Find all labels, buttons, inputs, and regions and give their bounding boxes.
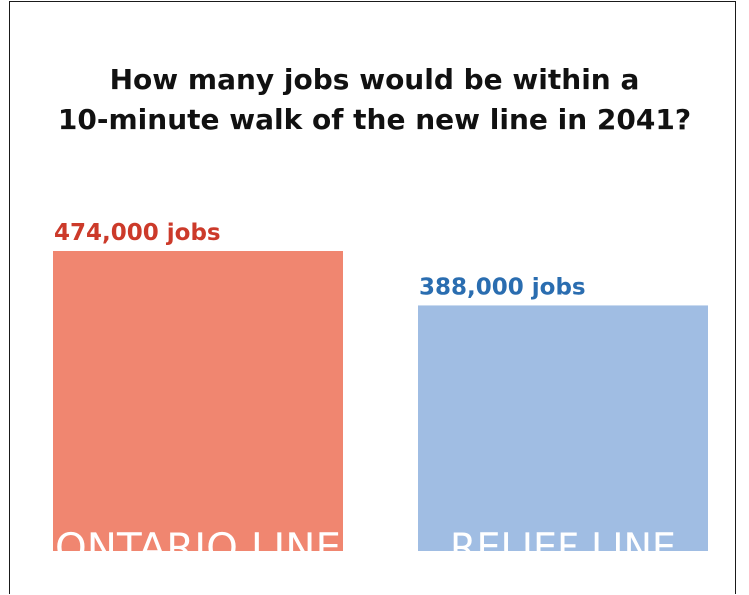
category-label-relief-line: RELIEF LINE xyxy=(450,526,676,571)
value-label-ontario-line: 474,000 jobs xyxy=(54,220,221,246)
value-label-relief-line: 388,000 jobs xyxy=(419,274,586,300)
bar-relief-line xyxy=(418,305,708,551)
bar-ontario-line xyxy=(53,251,343,551)
category-label-ontario-line: ONTARIO LINE xyxy=(55,526,341,571)
